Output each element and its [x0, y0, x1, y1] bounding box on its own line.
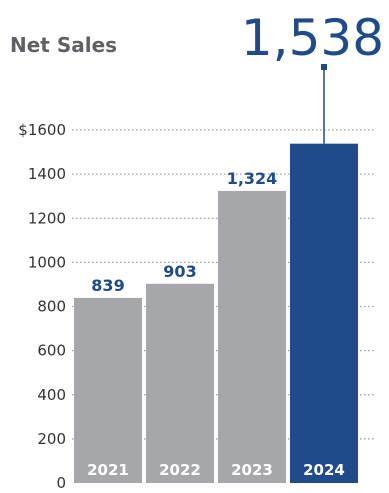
- category-label: 2021: [87, 461, 129, 479]
- y-tick-label: 1000: [28, 253, 66, 271]
- y-tick-label: 1200: [28, 209, 66, 227]
- y-tick-label: 800: [37, 298, 66, 316]
- y-axis: 0 200 400 600 800 1000 1200 1400 $1600: [18, 121, 66, 492]
- category-label: 2024: [303, 461, 345, 479]
- bar-2023: [218, 190, 286, 483]
- highlight-value-label: 1,538: [241, 9, 384, 67]
- callout-marker: [321, 64, 327, 70]
- value-label: 1,324: [227, 169, 278, 188]
- y-tick-label: 600: [37, 342, 66, 360]
- value-label: 839: [91, 276, 124, 295]
- chart-title: Net Sales: [10, 33, 117, 57]
- category-label: 2023: [231, 461, 273, 479]
- bar-2021: [74, 297, 142, 483]
- y-tick-label: $1600: [18, 121, 66, 139]
- y-tick-label: 200: [37, 430, 66, 448]
- callout: 1,538: [241, 9, 384, 144]
- bars: [74, 143, 358, 483]
- value-label: 903: [163, 262, 196, 281]
- bar-2024: [290, 143, 358, 483]
- category-label: 2022: [159, 461, 201, 479]
- bar-2022: [146, 283, 214, 483]
- y-tick-label: 0: [56, 474, 66, 488]
- data-labels: 2021 839 2022 903 2023 1,324 2024: [87, 169, 345, 479]
- y-tick-label: 400: [37, 386, 66, 404]
- y-tick-label: 1400: [28, 165, 66, 183]
